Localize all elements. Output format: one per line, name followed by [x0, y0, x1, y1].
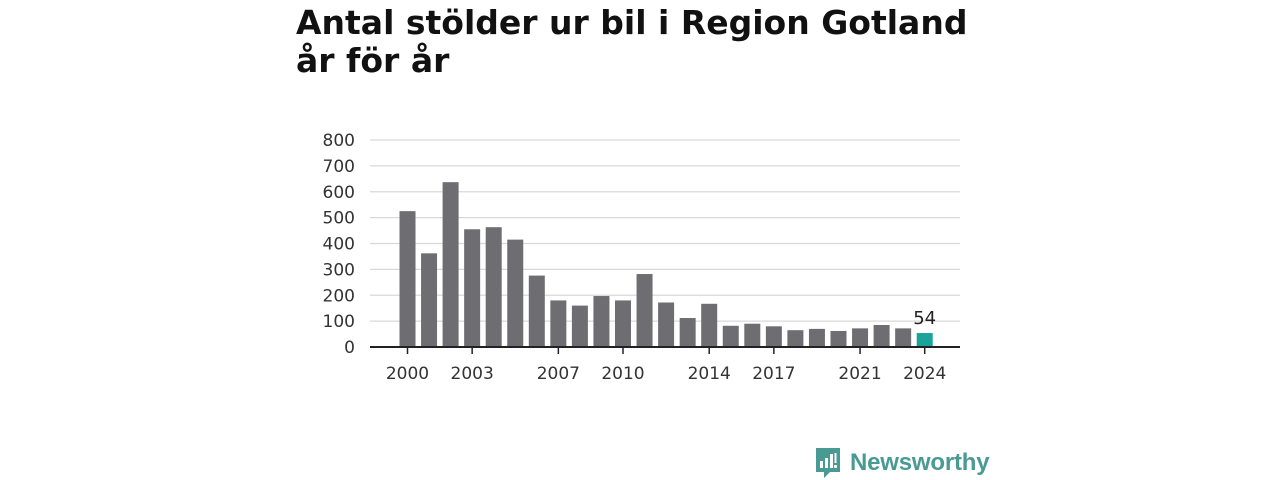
bar-2005	[507, 239, 524, 347]
bar-2021	[852, 328, 869, 347]
x-axis-tick-labels: 2000 2003 2007 2010 2014 2017 2021 2024	[386, 364, 946, 384]
brand-logo: Newsworthy	[814, 446, 990, 480]
y-tick-label: 800	[323, 131, 355, 151]
bar-2017	[765, 326, 782, 347]
data-labels: 54	[913, 308, 936, 329]
bar-2000	[399, 211, 416, 347]
bar-2020	[830, 330, 847, 347]
data-label: 54	[913, 308, 936, 329]
bar-2003	[464, 229, 481, 347]
bar-2024	[916, 333, 933, 347]
bar-2007	[550, 300, 567, 347]
y-tick-label: 100	[323, 312, 355, 332]
chart-title: Antal stölder ur bil i Region Gotland år…	[296, 3, 968, 80]
x-tick-label: 2017	[752, 364, 795, 384]
brand-name: Newsworthy	[850, 449, 990, 476]
bar-2010	[615, 300, 631, 347]
y-tick-label: 300	[323, 260, 355, 280]
bar-2023	[895, 328, 912, 347]
x-tick-label: 2003	[451, 364, 494, 384]
y-tick-label: 400	[323, 235, 355, 255]
bar-2001	[421, 253, 438, 347]
x-tick-label: 2007	[537, 364, 580, 384]
x-tick-label: 2021	[838, 364, 881, 384]
bar-2006	[528, 275, 545, 347]
gridlines	[370, 139, 960, 322]
bar-2016	[744, 323, 761, 347]
bar-2015	[722, 325, 739, 347]
bar-2012	[658, 302, 675, 347]
bar-2011	[636, 274, 653, 347]
bar-2013	[679, 318, 696, 347]
x-tick-label: 2000	[386, 364, 429, 384]
y-tick-label: 200	[323, 286, 355, 306]
y-tick-label: 0	[344, 338, 355, 358]
x-tick-label: 2010	[601, 364, 644, 384]
y-axis-tick-labels: 0 100 200 300 400 500 600 700 800	[323, 131, 355, 358]
bar-2004	[485, 227, 502, 347]
bar-2009	[593, 296, 610, 347]
x-axis	[370, 346, 960, 354]
bar-2002	[442, 182, 459, 347]
y-tick-label: 500	[323, 209, 355, 229]
y-tick-label: 700	[323, 157, 355, 177]
bar-2018	[787, 330, 804, 347]
x-tick-label: 2014	[688, 364, 731, 384]
bar-2019	[808, 328, 825, 347]
bar-2008	[571, 305, 588, 347]
x-tick-label: 2024	[903, 364, 946, 384]
y-tick-label: 600	[323, 183, 355, 203]
bar-2014	[701, 303, 718, 347]
bar-2022	[873, 325, 890, 347]
newsworthy-logo-icon	[816, 448, 840, 478]
bars	[399, 182, 933, 347]
